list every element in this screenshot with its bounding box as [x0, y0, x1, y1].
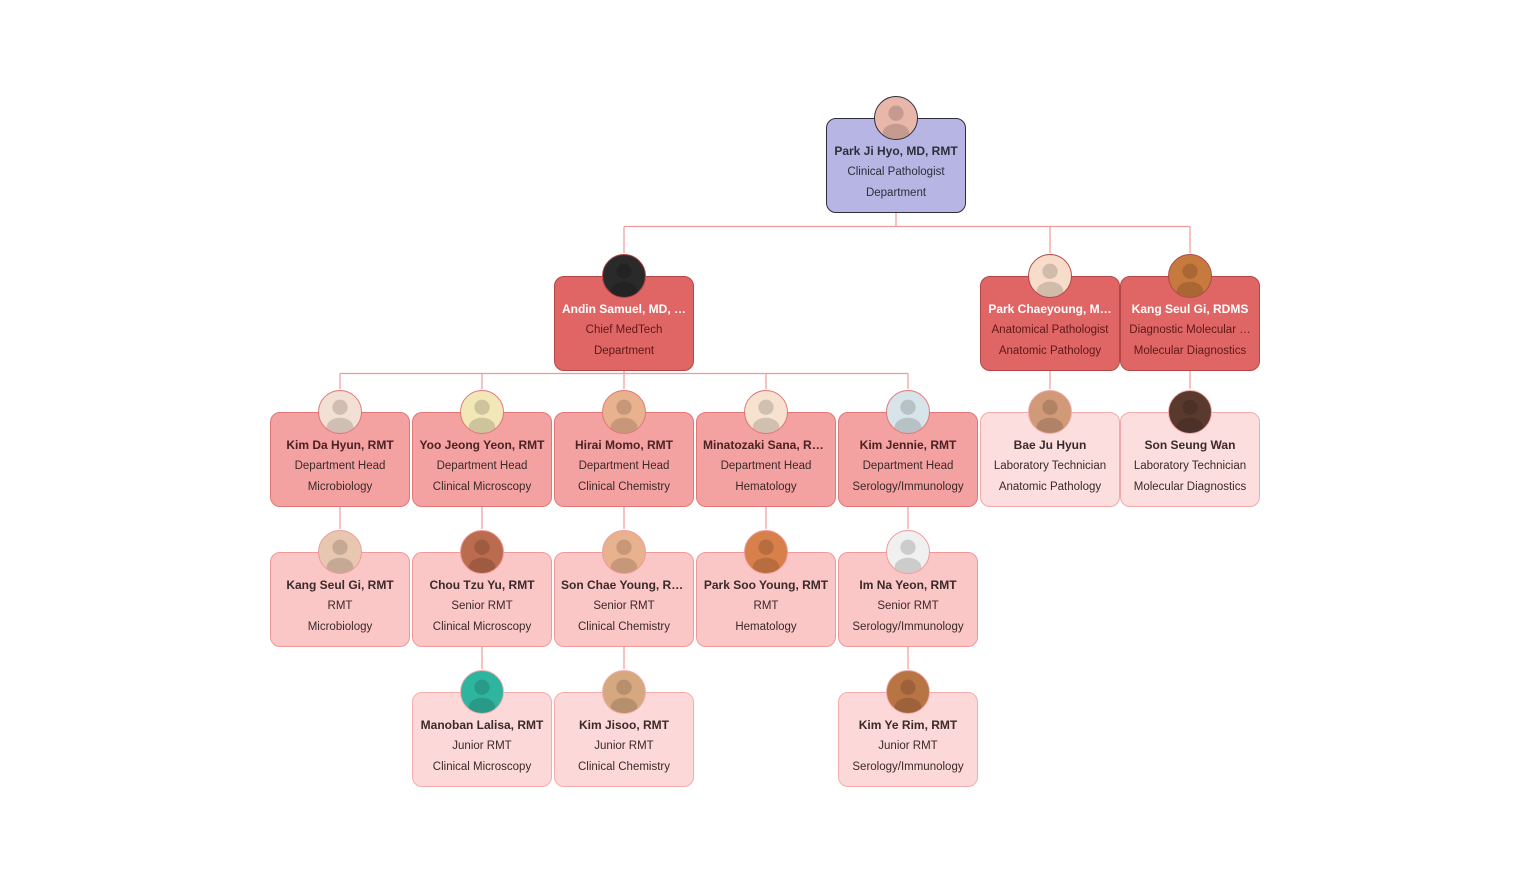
avatar — [1168, 390, 1212, 434]
node-title: Department Head — [845, 458, 971, 475]
avatar — [460, 390, 504, 434]
avatar — [460, 670, 504, 714]
avatar — [886, 390, 930, 434]
node-title: Senior RMT — [419, 598, 545, 615]
node-dept: Molecular Diagnostics — [1127, 343, 1253, 360]
org-node[interactable]: Manoban Lalisa, RMT Junior RMT Clinical Mi… — [412, 692, 552, 787]
node-name: Kang Seul Gi, RMT — [277, 577, 403, 594]
node-title: Department Head — [703, 458, 829, 475]
avatar — [1028, 390, 1072, 434]
node-dept: Serology/Immunology — [845, 759, 971, 776]
avatar — [460, 530, 504, 574]
node-name: Yoo Jeong Yeon, RMT — [419, 437, 545, 454]
node-name: Im Na Yeon, RMT — [845, 577, 971, 594]
node-dept: Clinical Chemistry — [561, 479, 687, 496]
node-name: Kim Jisoo, RMT — [561, 717, 687, 734]
node-title: Chief MedTech — [561, 322, 687, 339]
node-title: Laboratory Technician — [987, 458, 1113, 475]
node-dept: Microbiology — [277, 619, 403, 636]
org-chart-canvas: Park Ji Hyo, MD, RMT Clinical Pathologist… — [0, 0, 1516, 872]
avatar — [886, 530, 930, 574]
org-node[interactable]: Bae Ju Hyun Laboratory Technician Anatomic… — [980, 412, 1120, 507]
node-name: Son Chae Young, RMT — [561, 577, 687, 594]
org-node[interactable]: Kim Jennie, RMT Department Head Serology/I… — [838, 412, 978, 507]
org-node[interactable]: Son Seung Wan Laboratory Technician Molecu… — [1120, 412, 1260, 507]
avatar — [602, 530, 646, 574]
avatar — [318, 530, 362, 574]
node-title: Junior RMT — [561, 738, 687, 755]
org-node[interactable]: Kim Jisoo, RMT Junior RMT Clinical Chemist… — [554, 692, 694, 787]
node-title: Department Head — [561, 458, 687, 475]
org-node[interactable]: Kang Seul Gi, RDMS Diagnostic Molecular …… — [1120, 276, 1260, 371]
node-dept: Clinical Microscopy — [419, 619, 545, 636]
org-node[interactable]: Son Chae Young, RMT Senior RMT Clinical Ch… — [554, 552, 694, 647]
node-dept: Hematology — [703, 619, 829, 636]
node-title: RMT — [277, 598, 403, 615]
node-dept: Clinical Chemistry — [561, 759, 687, 776]
node-title: RMT — [703, 598, 829, 615]
node-dept: Serology/Immunology — [845, 619, 971, 636]
avatar — [1028, 254, 1072, 298]
node-name: Hirai Momo, RMT — [561, 437, 687, 454]
node-dept: Department — [833, 185, 959, 202]
node-name: Kim Ye Rim, RMT — [845, 717, 971, 734]
node-name: Minatozaki Sana, RMT — [703, 437, 829, 454]
org-node[interactable]: Park Chaeyoung, M… Anatomical Pathologist… — [980, 276, 1120, 371]
node-title: Senior RMT — [845, 598, 971, 615]
org-node[interactable]: Im Na Yeon, RMT Senior RMT Serology/Immuno… — [838, 552, 978, 647]
node-name: Andin Samuel, MD, … — [561, 301, 687, 318]
node-dept: Clinical Microscopy — [419, 479, 545, 496]
node-dept: Anatomic Pathology — [987, 343, 1113, 360]
node-name: Son Seung Wan — [1127, 437, 1253, 454]
node-name: Manoban Lalisa, RMT — [419, 717, 545, 734]
avatar — [874, 96, 918, 140]
node-title: Junior RMT — [419, 738, 545, 755]
node-name: Bae Ju Hyun — [987, 437, 1113, 454]
org-node[interactable]: Andin Samuel, MD, … Chief MedTech Departme… — [554, 276, 694, 371]
node-name: Kim Da Hyun, RMT — [277, 437, 403, 454]
avatar — [602, 254, 646, 298]
org-node[interactable]: Park Soo Young, RMT RMT Hematology — [696, 552, 836, 647]
node-title: Diagnostic Molecular … — [1127, 322, 1253, 339]
org-node[interactable]: Kim Ye Rim, RMT Junior RMT Serology/Immuno… — [838, 692, 978, 787]
org-node[interactable]: Chou Tzu Yu, RMT Senior RMT Clinical Micro… — [412, 552, 552, 647]
node-title: Clinical Pathologist — [833, 164, 959, 181]
node-dept: Department — [561, 343, 687, 360]
node-title: Senior RMT — [561, 598, 687, 615]
org-node[interactable]: Yoo Jeong Yeon, RMT Department Head Clinic… — [412, 412, 552, 507]
node-dept: Microbiology — [277, 479, 403, 496]
org-node[interactable]: Kang Seul Gi, RMT RMT Microbiology — [270, 552, 410, 647]
node-title: Department Head — [419, 458, 545, 475]
avatar — [744, 390, 788, 434]
node-dept: Anatomic Pathology — [987, 479, 1113, 496]
node-title: Department Head — [277, 458, 403, 475]
org-node[interactable]: Hirai Momo, RMT Department Head Clinical C… — [554, 412, 694, 507]
node-name: Park Ji Hyo, MD, RMT — [833, 143, 959, 160]
node-name: Park Chaeyoung, M… — [987, 301, 1113, 318]
avatar — [1168, 254, 1212, 298]
org-node[interactable]: Park Ji Hyo, MD, RMT Clinical Pathologist… — [826, 118, 966, 213]
node-name: Chou Tzu Yu, RMT — [419, 577, 545, 594]
avatar — [744, 530, 788, 574]
node-name: Kang Seul Gi, RDMS — [1127, 301, 1253, 318]
node-dept: Clinical Microscopy — [419, 759, 545, 776]
node-name: Kim Jennie, RMT — [845, 437, 971, 454]
org-node[interactable]: Kim Da Hyun, RMT Department Head Microbiol… — [270, 412, 410, 507]
avatar — [602, 390, 646, 434]
node-title: Anatomical Pathologist — [987, 322, 1113, 339]
node-dept: Hematology — [703, 479, 829, 496]
node-dept: Clinical Chemistry — [561, 619, 687, 636]
avatar — [886, 670, 930, 714]
node-dept: Molecular Diagnostics — [1127, 479, 1253, 496]
node-name: Park Soo Young, RMT — [703, 577, 829, 594]
avatar — [602, 670, 646, 714]
node-dept: Serology/Immunology — [845, 479, 971, 496]
node-title: Laboratory Technician — [1127, 458, 1253, 475]
avatar — [318, 390, 362, 434]
node-title: Junior RMT — [845, 738, 971, 755]
org-node[interactable]: Minatozaki Sana, RMT Department Head Hemat… — [696, 412, 836, 507]
